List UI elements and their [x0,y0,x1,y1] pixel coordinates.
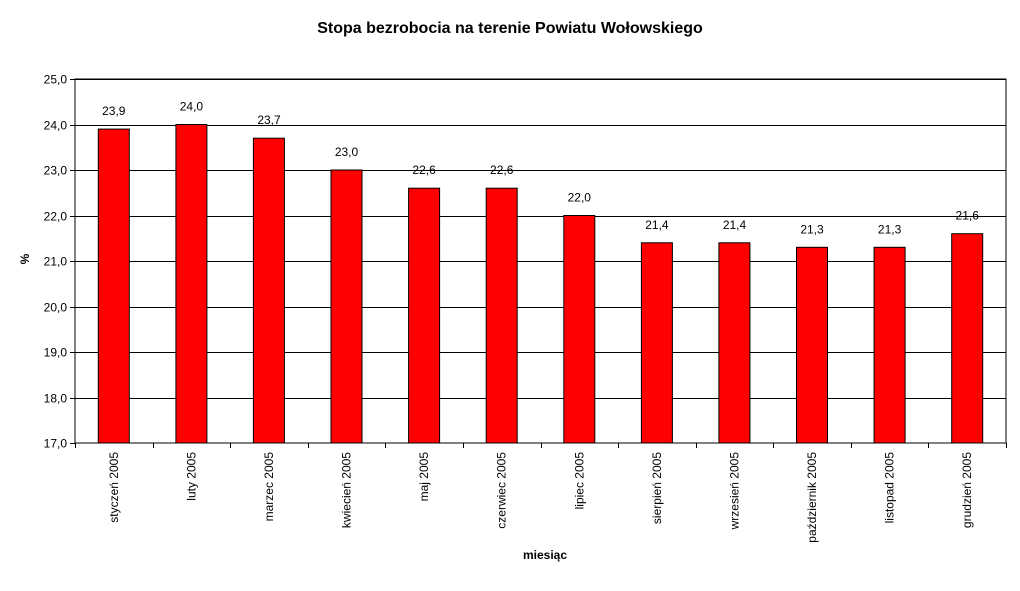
bar [563,215,596,444]
x-tick-label: maj 2005 [417,452,431,502]
data-label: 21,6 [956,209,980,223]
y-tick-label: 23,0 [44,164,68,178]
bar [252,137,285,444]
axes [70,78,1007,448]
bar [175,124,208,444]
bar [97,128,130,444]
data-label: 22,6 [412,163,436,177]
x-tick-label: wrzesień 2005 [728,452,742,531]
y-tick-label: 21,0 [44,255,68,269]
chart-title: Stopa bezrobocia na terenie Powiatu Woło… [317,20,703,37]
x-tick-label: czerwiec 2005 [495,452,509,529]
x-tick-label: luty 2005 [184,452,198,501]
bars [97,124,984,444]
x-axis-label: miesiąc [523,548,567,562]
x-tick-label: kwiecień 2005 [340,452,354,528]
data-label: 21,4 [645,218,669,232]
bar [796,246,828,444]
gridlines [75,79,1006,399]
x-tick-label: lipiec 2005 [572,452,586,510]
bar [485,187,518,444]
y-tick-label: 18,0 [44,392,68,406]
x-tick-label: listopad 2005 [883,452,897,524]
data-label: 23,9 [102,104,126,118]
x-tick-label: styczeń 2005 [107,452,121,523]
y-tick-label: 19,0 [44,346,68,360]
data-label: 22,6 [490,163,514,177]
y-tick-label: 17,0 [44,437,68,451]
data-label: 23,7 [257,113,281,127]
bar [718,242,751,444]
bar [640,242,673,444]
y-tick-label: 22,0 [44,210,68,224]
data-label: 23,0 [335,145,359,159]
x-tick-label: sierpień 2005 [650,452,664,524]
y-axis-label: % [18,253,32,264]
labels: 17,0 18,0 19,0 20,0 21,0 22,0 23,0 24,0 25,0 23,9… [44,73,980,543]
y-tick-label: 24,0 [44,119,68,133]
x-tick-label: październik 2005 [805,452,819,543]
x-tick-label: grudzień 2005 [960,452,974,528]
data-label: 22,0 [568,191,592,205]
bar [951,233,984,444]
x-tick-label: marzec 2005 [262,452,276,522]
bar [873,246,906,444]
data-label: 21,3 [800,222,824,236]
data-label: 21,4 [723,218,747,232]
bar [408,187,441,444]
y-tick-label: 20,0 [44,301,68,315]
bar [330,169,363,444]
y-tick-label: 25,0 [44,73,68,87]
data-label: 21,3 [878,222,902,236]
data-label: 24,0 [180,100,204,114]
